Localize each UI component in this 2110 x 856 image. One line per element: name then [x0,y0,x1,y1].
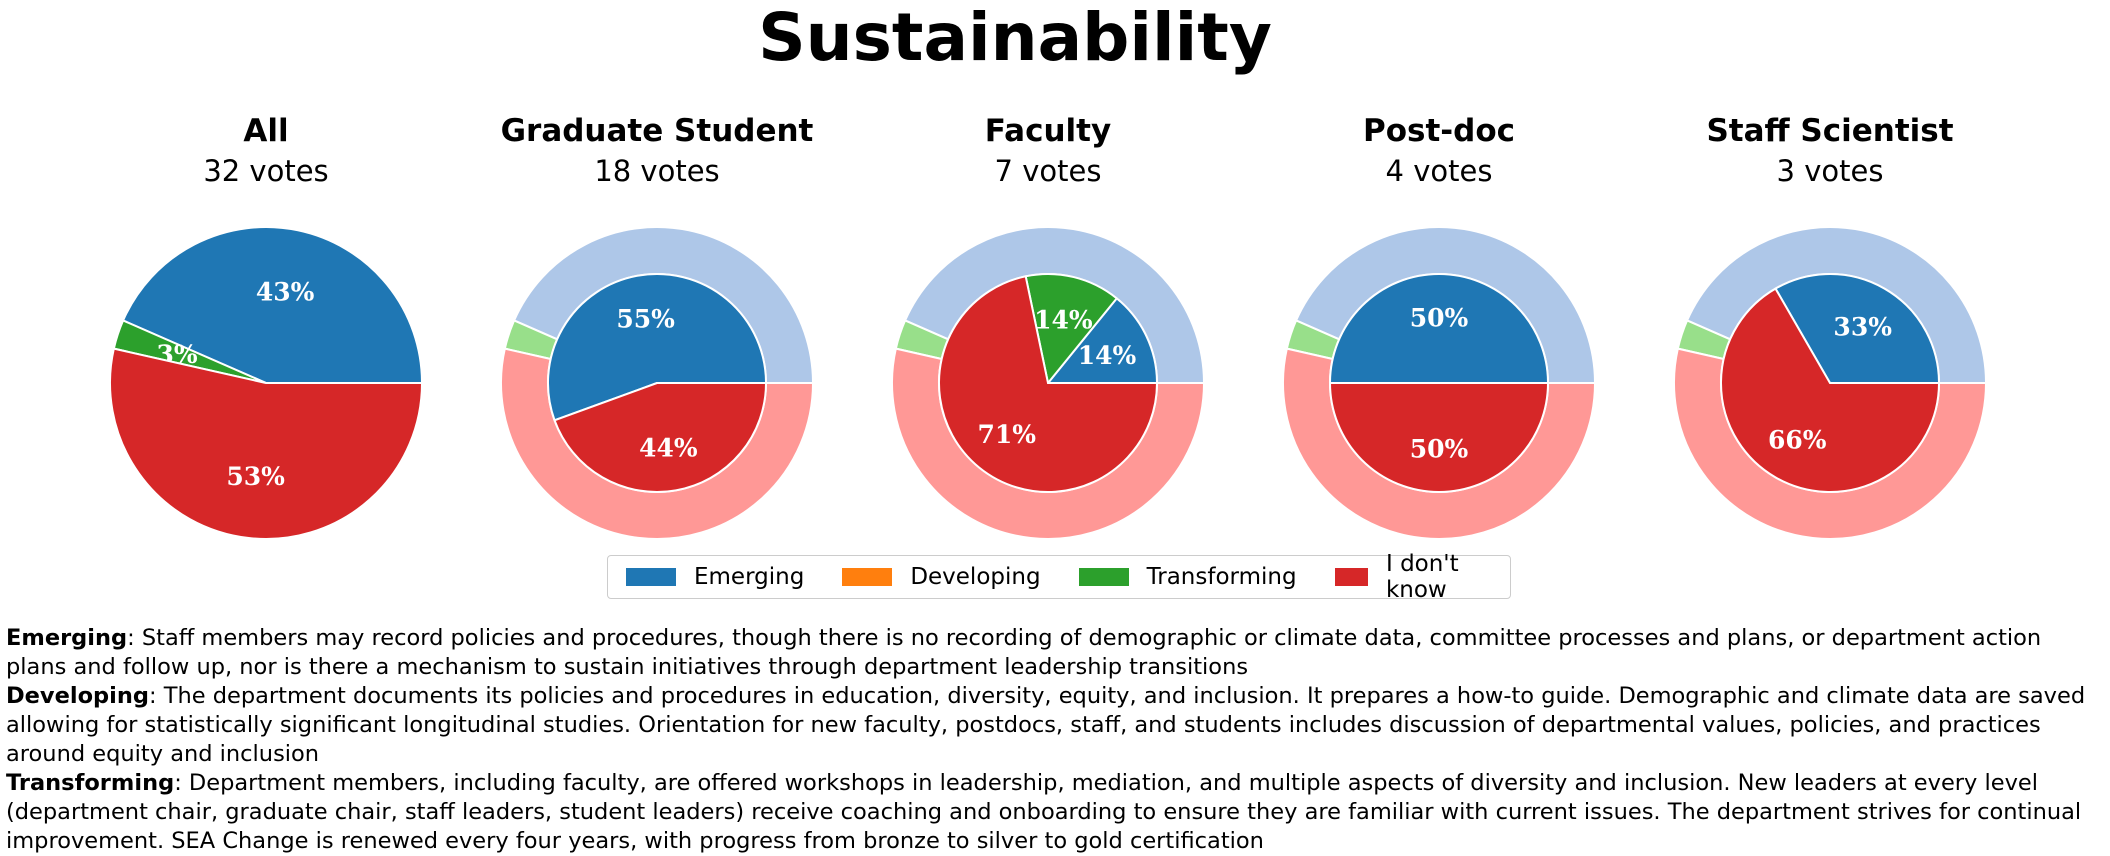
pie-slice-i-don-t-know [1720,287,1941,493]
description-term: Transforming [6,770,175,796]
panel-title: Post-doc [1363,113,1515,149]
pie-slice-i-don-t-know [1328,382,1550,493]
legend-item-developing: Developing [834,564,1041,590]
pie-panel-staff-scientist: Staff Scientist 3 votes 33% 66% [1673,113,1988,540]
pie-slice-i-don-t-know [553,382,768,493]
panel-votes: 32 votes [203,154,328,188]
pie-slice-i-don-t-know [938,275,1159,493]
description-text: : The department documents its policies … [6,683,2086,767]
slice-label: 33% [1833,312,1892,341]
description-term: Emerging [6,625,128,651]
panel-title: Staff Scientist [1706,113,1953,149]
panel-votes: 7 votes [995,154,1102,188]
legend-label-transforming: Transforming [1146,564,1297,590]
slice-label: 44% [639,433,698,462]
legend-label-developing: Developing [910,564,1041,590]
legend-item-transforming: Transforming [1071,564,1297,590]
chart-legend: Emerging Developing Transforming I don't… [607,551,1511,603]
pie-slice-emerging [121,226,424,384]
slice-label: 43% [256,277,315,306]
legend-item-dont-know: I don't know [1327,551,1480,603]
legend-swatch-emerging [626,568,676,586]
pie-slice-emerging [1328,273,1550,384]
slice-label: 53% [226,462,285,491]
legend-label-dont-know: I don't know [1385,551,1459,603]
slice-label: 14% [1034,305,1093,334]
pie-slice-emerging [547,273,768,422]
description-text: : Department members, including faculty,… [6,770,2082,854]
panel-title: Graduate Student [501,113,814,149]
slice-label: 50% [1410,304,1469,333]
pie-panel-graduate-student: Graduate Student 18 votes 55% 44% [500,113,815,540]
chart-title: Sustainability [758,0,1272,76]
description-transforming: Transforming: Department members, includ… [6,769,2106,856]
panel-votes: 18 votes [594,154,719,188]
panel-votes: 4 votes [1386,154,1493,188]
pie-slice-transforming [1024,273,1119,386]
description-developing: Developing: The department documents its… [6,682,2106,769]
pie-slice-emerging [1774,273,1941,384]
slice-label: 66% [1768,426,1827,455]
legend-label-emerging: Emerging [694,564,805,590]
description-emerging: Emerging: Staff members may record polic… [6,624,2106,682]
pie-slice-i-don-t-know [109,347,424,540]
panel-votes: 3 votes [1777,154,1884,188]
description-text: : Staff members may record policies and … [6,625,2042,680]
description-term: Developing [6,683,149,709]
slice-label: 71% [977,420,1036,449]
pie-panel-faculty: Faculty 7 votes 14% 14% 71% [891,113,1206,540]
legend-swatch-developing [842,568,893,586]
slice-label: 50% [1410,434,1469,463]
slice-label: 14% [1078,341,1137,370]
pie-slice-emerging [1045,296,1159,384]
legend-item-emerging: Emerging [618,564,804,590]
legend-swatch-dont-know [1334,568,1368,586]
legend-swatch-transforming [1078,568,1129,586]
level-descriptions: Emerging: Staff members may record polic… [6,624,2106,856]
panel-title: All [243,113,288,149]
slice-label: 55% [616,305,675,334]
panel-title: Faculty [985,113,1111,149]
pie-panel-post-doc: Post-doc 4 votes 50% 50% [1282,113,1597,540]
